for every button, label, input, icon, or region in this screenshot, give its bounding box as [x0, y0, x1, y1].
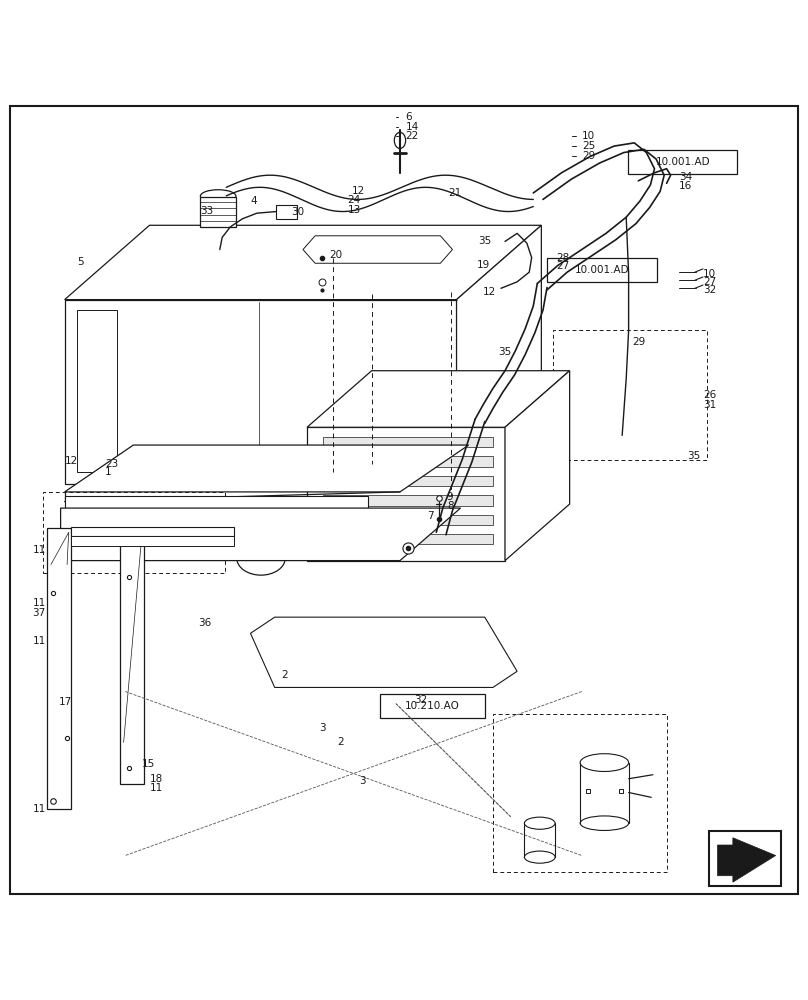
Text: 3: 3: [360, 776, 366, 786]
Text: 16: 16: [679, 181, 692, 191]
Text: 11: 11: [32, 804, 45, 814]
Text: 27: 27: [703, 277, 716, 287]
Polygon shape: [307, 371, 570, 427]
Text: 19: 19: [477, 260, 490, 270]
Text: 7: 7: [427, 511, 433, 521]
Polygon shape: [323, 456, 493, 467]
Ellipse shape: [524, 817, 555, 829]
Ellipse shape: [200, 190, 236, 203]
Text: 8: 8: [447, 501, 453, 511]
Text: 9: 9: [447, 492, 453, 502]
Polygon shape: [323, 515, 493, 525]
Bar: [709, 831, 781, 886]
Polygon shape: [120, 536, 144, 784]
Text: 35: 35: [478, 236, 491, 246]
Polygon shape: [307, 427, 505, 561]
Text: 31: 31: [703, 400, 716, 410]
Text: 22: 22: [406, 131, 419, 141]
Polygon shape: [77, 310, 117, 472]
Bar: [553, 330, 707, 460]
Text: 33: 33: [200, 206, 213, 216]
Bar: [548, 258, 656, 282]
Text: 4: 4: [250, 196, 257, 206]
Polygon shape: [65, 300, 457, 484]
Ellipse shape: [524, 851, 555, 863]
Polygon shape: [47, 528, 71, 809]
Text: 12: 12: [351, 186, 364, 196]
Polygon shape: [71, 527, 234, 536]
Text: 12: 12: [65, 456, 78, 466]
Text: 10.001.AD: 10.001.AD: [574, 265, 629, 275]
Polygon shape: [276, 205, 297, 219]
Text: 29: 29: [632, 337, 645, 347]
Text: 37: 37: [32, 608, 45, 618]
Text: 30: 30: [291, 207, 304, 217]
Polygon shape: [718, 838, 776, 882]
Polygon shape: [505, 371, 570, 561]
Text: 11: 11: [149, 783, 162, 793]
Text: 26: 26: [703, 390, 716, 400]
Text: 10: 10: [582, 131, 595, 141]
Ellipse shape: [394, 132, 406, 149]
Polygon shape: [323, 495, 493, 506]
Text: 21: 21: [448, 188, 461, 198]
Text: 15: 15: [141, 759, 154, 769]
Bar: [629, 150, 738, 174]
Text: 24: 24: [347, 195, 360, 205]
Polygon shape: [250, 617, 517, 687]
Ellipse shape: [237, 541, 285, 575]
Polygon shape: [457, 225, 541, 484]
Text: 10.210.AO: 10.210.AO: [405, 701, 460, 711]
Text: 35: 35: [687, 451, 700, 461]
Text: 14: 14: [406, 122, 419, 132]
Polygon shape: [65, 445, 469, 492]
Bar: [43, 492, 225, 573]
Text: 2: 2: [338, 737, 344, 747]
Polygon shape: [323, 534, 493, 544]
Polygon shape: [65, 225, 541, 300]
Text: 34: 34: [679, 172, 692, 182]
Text: 36: 36: [198, 618, 211, 628]
Text: 1: 1: [105, 467, 112, 477]
Text: 5: 5: [77, 257, 83, 267]
Text: 11: 11: [32, 598, 45, 608]
Text: 23: 23: [105, 459, 118, 469]
Polygon shape: [61, 508, 461, 561]
Text: 17: 17: [59, 697, 72, 707]
Text: 20: 20: [330, 250, 343, 260]
Text: 10: 10: [703, 269, 716, 279]
Ellipse shape: [580, 816, 629, 830]
Text: 29: 29: [582, 151, 595, 161]
Text: 13: 13: [347, 205, 360, 215]
Text: 6: 6: [406, 112, 412, 122]
Text: 32: 32: [415, 695, 427, 705]
Polygon shape: [323, 476, 493, 486]
Text: 10.001.AD: 10.001.AD: [655, 157, 710, 167]
Text: 12: 12: [482, 287, 495, 297]
Ellipse shape: [580, 754, 629, 771]
Text: 35: 35: [499, 347, 511, 357]
Text: 11: 11: [32, 545, 45, 555]
Text: 18: 18: [149, 774, 162, 784]
Bar: [493, 714, 667, 872]
Polygon shape: [71, 536, 234, 546]
Text: 3: 3: [319, 723, 326, 733]
Text: 25: 25: [582, 141, 595, 151]
Text: 32: 32: [703, 285, 716, 295]
Text: 28: 28: [556, 253, 569, 263]
Bar: [380, 694, 485, 718]
Text: 11: 11: [32, 636, 45, 646]
Bar: [319, 231, 469, 292]
Polygon shape: [303, 236, 452, 263]
Polygon shape: [65, 496, 368, 531]
Polygon shape: [323, 437, 493, 447]
Text: 2: 2: [281, 670, 288, 680]
Polygon shape: [200, 197, 236, 227]
Text: 27: 27: [556, 261, 569, 271]
